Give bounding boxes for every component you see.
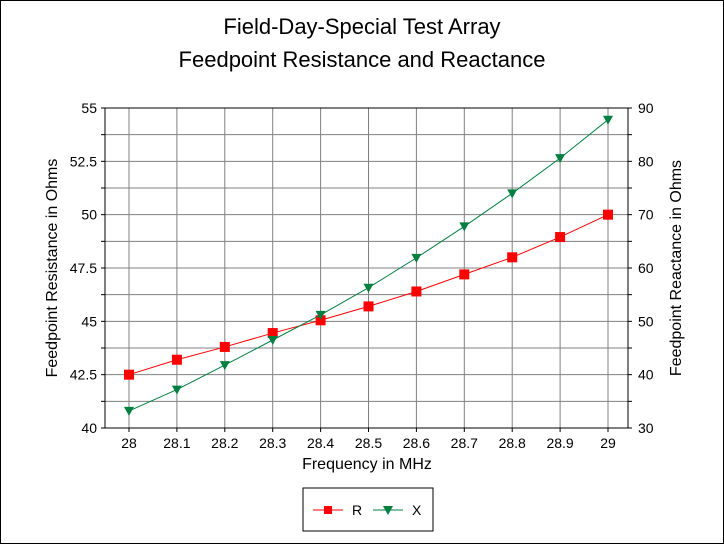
x-tick-label: 28.7: [451, 435, 478, 451]
x-tick-label: 28.3: [259, 435, 286, 451]
data-point-x: [363, 283, 374, 293]
data-point-x: [603, 115, 613, 125]
data-point-r: [555, 232, 566, 243]
data-point-r: [507, 252, 518, 263]
y-tick-label: 45: [81, 313, 97, 329]
chart-title-line-1: Field-Day-Special Test Array: [223, 14, 500, 39]
y2-tick-label: 40: [638, 367, 654, 383]
data-point-x: [124, 406, 134, 416]
data-point-r: [363, 301, 374, 312]
x-tick-label: 29: [600, 435, 616, 451]
x-tick-label: 28.6: [403, 435, 430, 451]
y-tick-label: 55: [81, 100, 97, 116]
y2-tick-label: 70: [638, 207, 654, 223]
legend: R X: [302, 487, 434, 532]
data-point-x: [459, 222, 470, 232]
y-tick-label: 52.5: [70, 153, 97, 169]
data-point-r: [219, 341, 230, 352]
legend-marker-x: [383, 506, 393, 515]
y2-tick-label: 80: [638, 153, 654, 169]
x-tick-label: 28.8: [499, 435, 526, 451]
x-tick-label: 28.9: [546, 435, 573, 451]
x-tick-label: 28.4: [307, 435, 334, 451]
data-point-r: [171, 354, 182, 365]
y-axis-label: Feedpoint Resistance in Ohms: [44, 159, 61, 378]
data-point-x: [507, 189, 518, 199]
data-point-r: [459, 269, 470, 280]
y2-tick-label: 60: [638, 260, 654, 276]
data-point-x: [555, 154, 566, 164]
legend-label-r: R: [352, 502, 362, 518]
data-point-r: [267, 328, 278, 339]
x-tick-label: 28: [121, 435, 137, 451]
y-tick-label: 47.5: [70, 260, 97, 276]
legend-label-x: X: [412, 502, 422, 518]
data-point-x: [315, 310, 326, 320]
y2-axis-label: Feedpoint Reactance in Ohms: [668, 160, 685, 376]
legend-marker-r: [324, 506, 332, 514]
data-point-r: [411, 286, 422, 297]
y-tick-label: 50: [81, 207, 97, 223]
data-point-x: [267, 336, 278, 345]
data-point-r: [124, 369, 134, 380]
y-tick-label: 40: [81, 420, 97, 436]
data-point-r: [603, 209, 613, 220]
y2-tick-label: 30: [638, 420, 654, 436]
data-point-x: [171, 385, 182, 395]
y-tick-label: 42.5: [70, 367, 97, 383]
y2-tick-label: 50: [638, 313, 654, 329]
x-tick-label: 28.2: [211, 435, 238, 451]
data-point-x: [219, 361, 230, 371]
x-tick-label: 28.5: [355, 435, 382, 451]
chart-title-line-2: Feedpoint Resistance and Reactance: [179, 47, 546, 72]
x-axis-label: Frequency in MHz: [302, 456, 432, 473]
x-tick-label: 28.1: [163, 435, 190, 451]
data-point-r: [315, 315, 326, 326]
y2-tick-label: 90: [638, 100, 654, 116]
data-point-x: [411, 253, 422, 263]
